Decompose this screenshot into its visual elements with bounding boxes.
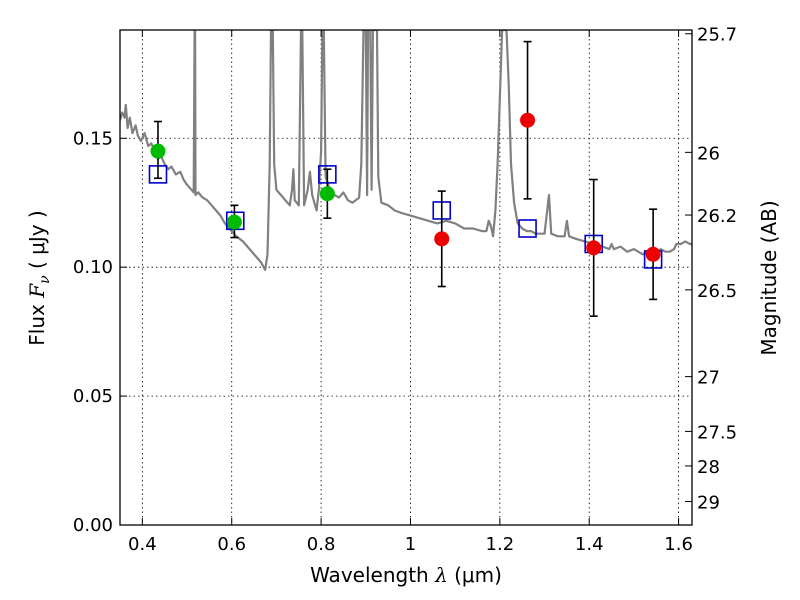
- x-tick-label: 0.4: [128, 534, 157, 555]
- observed-flux-point: [586, 240, 602, 256]
- y-tick-label: 0.15: [73, 128, 113, 149]
- model-flux-square: [518, 219, 537, 238]
- observed-flux-point: [150, 143, 166, 159]
- mag-tick-label: 29: [697, 492, 720, 513]
- y2-axis-title: Magnitude (AB): [757, 200, 781, 355]
- data-markers: [148, 40, 663, 317]
- mag-tick-label: 28: [697, 457, 720, 478]
- x-tick-label: 1: [405, 534, 416, 555]
- x-tick-label: 1.6: [664, 534, 693, 555]
- mag-tick-label: 25.7: [697, 25, 737, 46]
- mag-tick-label: 26: [697, 143, 720, 164]
- observed-flux-point: [520, 112, 536, 128]
- y-axis-title: Flux Fν ( μJy ): [25, 210, 53, 345]
- x-tick-label: 0.6: [217, 534, 246, 555]
- mag-tick-label: 26.5: [697, 281, 737, 302]
- x-tick-label: 0.8: [307, 534, 336, 555]
- plot-frame: [119, 29, 693, 526]
- y-tick-label: 0.05: [73, 386, 113, 407]
- x-tick-label: 1.2: [486, 534, 515, 555]
- observed-flux-point: [645, 246, 661, 262]
- plot-area: [120, 30, 692, 271]
- y-tick-label: 0.00: [73, 515, 113, 536]
- x-tick-label: 1.4: [575, 534, 604, 555]
- mag-tick-label: 27: [697, 368, 720, 389]
- mag-tick-label: 27.5: [697, 422, 737, 443]
- observed-flux-point: [319, 186, 335, 202]
- observed-flux-point: [434, 231, 450, 247]
- observed-flux-point: [226, 214, 242, 230]
- x-axis-title: Wavelength λ (μm): [310, 563, 502, 587]
- axes: 0.4 0.6 0.8 1 1.2 1.4 1.6 0.00 0.05 0.10 0.15 25.7 2…: [73, 25, 737, 555]
- model-spectrum-line: [120, 30, 692, 271]
- y-tick-label: 0.10: [73, 257, 113, 278]
- mag-tick-label: 26.2: [697, 206, 737, 227]
